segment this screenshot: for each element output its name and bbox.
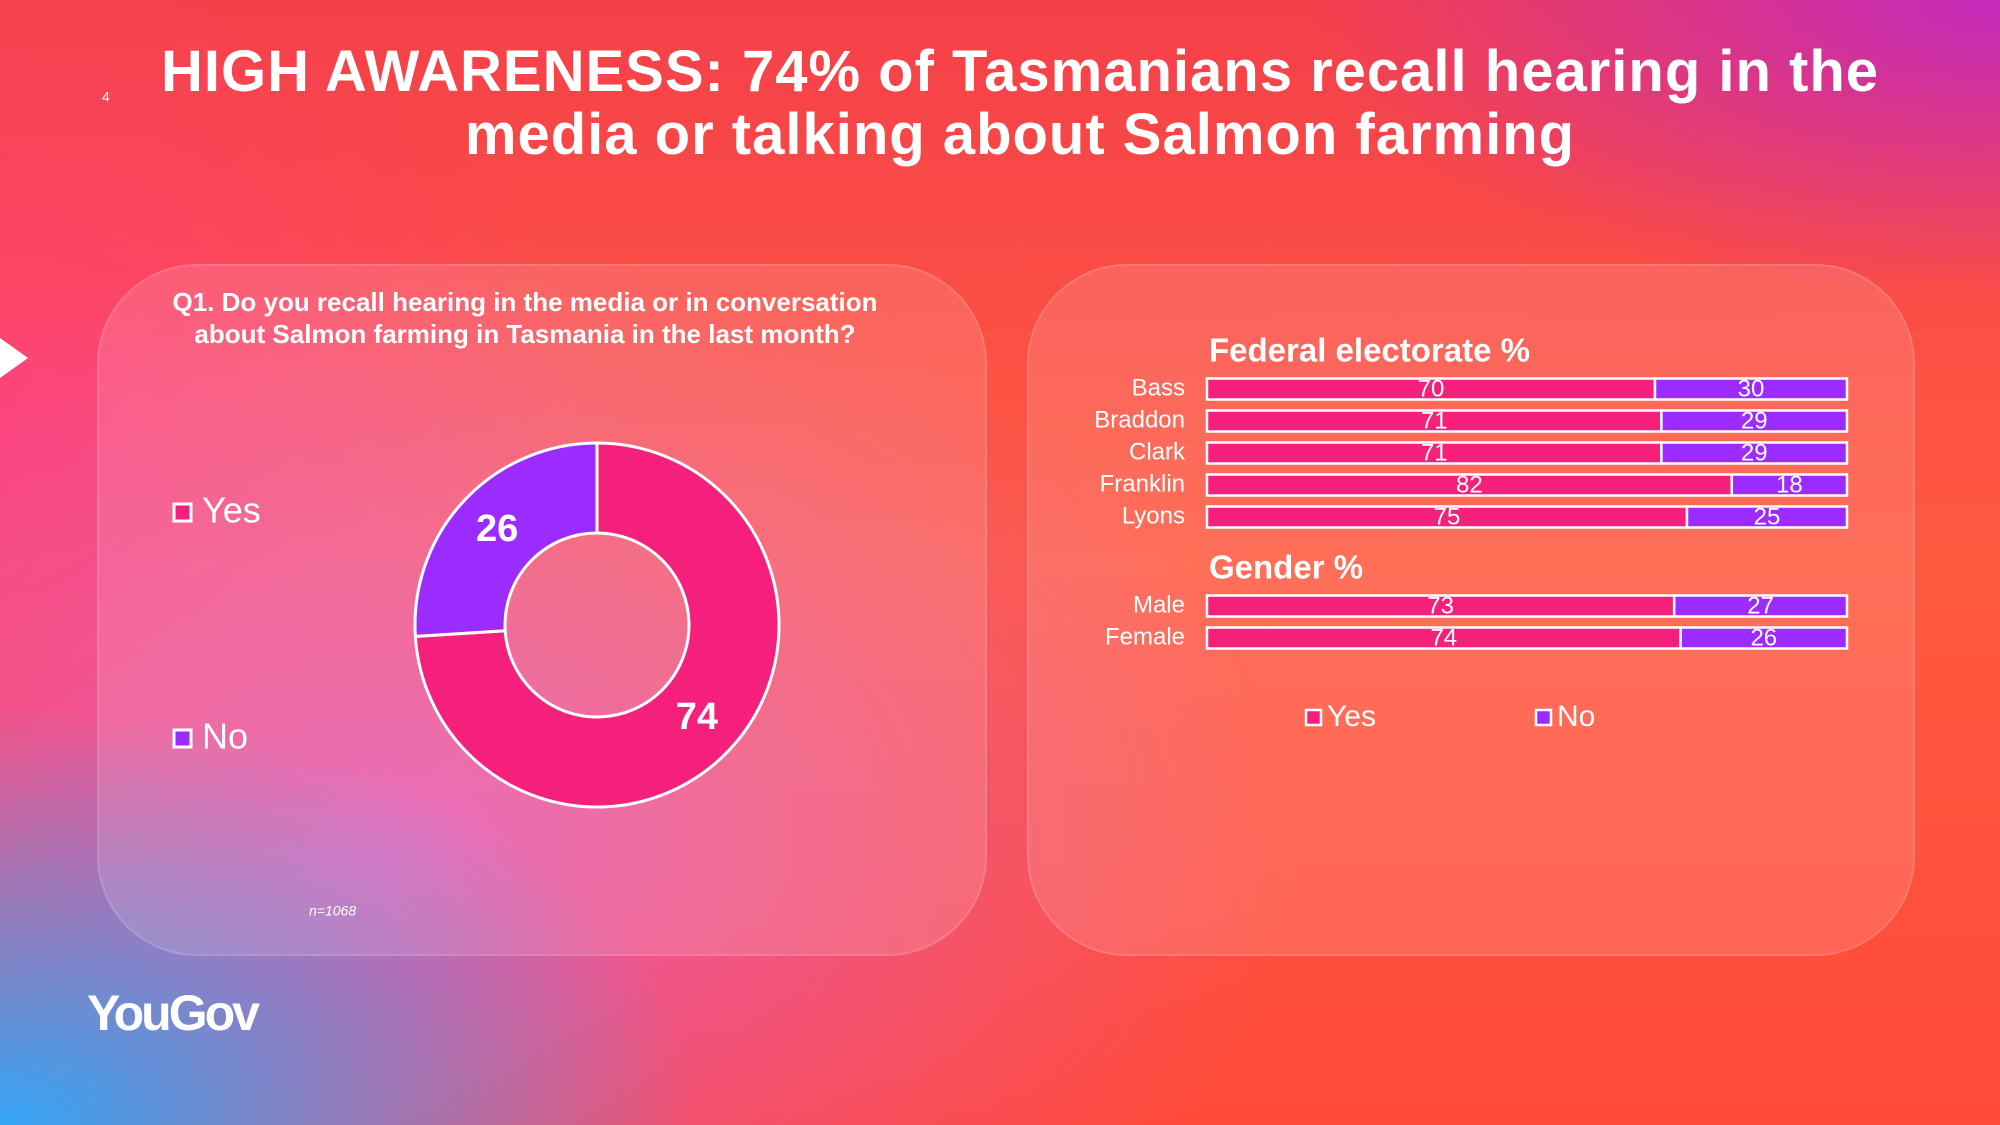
data-label: 29 — [1741, 439, 1768, 466]
legend-swatch — [1304, 708, 1323, 727]
group-title: Federal electorate % — [1209, 332, 1530, 369]
bar-segment — [1685, 505, 1849, 529]
bar-segment — [1653, 377, 1849, 401]
y-tick-label: Clark — [1129, 438, 1186, 465]
y-tick-label: Bass — [1132, 374, 1185, 401]
y-tick-label: Franklin — [1100, 470, 1185, 497]
y-tick-label: Lyons — [1122, 502, 1185, 529]
legend-label: No — [202, 716, 248, 757]
legend-label: Yes — [202, 490, 261, 531]
bar-segment — [1730, 473, 1849, 497]
group-title: Gender % — [1209, 549, 1363, 586]
slide-number: 4 — [102, 89, 110, 105]
legend-label: Yes — [1327, 700, 1376, 733]
legend-swatch — [1534, 708, 1553, 727]
data-label: 26 — [476, 508, 518, 550]
data-label: 71 — [1421, 439, 1448, 466]
y-tick-label: Male — [1133, 591, 1185, 618]
donut-slice — [413, 441, 599, 639]
data-label: 26 — [1750, 624, 1777, 651]
slide-title: HIGH AWARENESS: 74% of Tasmanians recall… — [160, 39, 1880, 167]
data-label: 71 — [1421, 407, 1448, 434]
data-label: 30 — [1738, 375, 1765, 402]
data-label: 73 — [1427, 592, 1454, 619]
sample-size: n=1068 — [309, 903, 356, 919]
legend-swatch — [172, 502, 193, 523]
legend-label: No — [1557, 700, 1595, 733]
data-label: 27 — [1747, 592, 1774, 619]
bar-segment — [1672, 594, 1849, 618]
chart-title: Q1. Do you recall hearing in the media o… — [172, 287, 878, 349]
data-label: 70 — [1418, 375, 1445, 402]
donut-slice — [413, 441, 781, 809]
data-label: 74 — [676, 696, 718, 738]
data-label: 74 — [1430, 624, 1457, 651]
y-tick-label: Braddon — [1094, 406, 1185, 433]
bar-segment — [1660, 409, 1849, 433]
bar-segment — [1679, 626, 1849, 650]
legend-swatch — [172, 728, 193, 749]
data-label: 29 — [1741, 407, 1768, 434]
nav-arrow[interactable] — [0, 338, 28, 378]
y-tick-label: Female — [1105, 623, 1185, 650]
data-label: 18 — [1776, 471, 1803, 498]
data-label: 75 — [1434, 503, 1461, 530]
bar-segment — [1660, 441, 1849, 465]
data-label: 25 — [1754, 503, 1781, 530]
left-panel — [97, 264, 987, 956]
logo: YouGov — [87, 985, 260, 1041]
data-label: 82 — [1456, 471, 1483, 498]
